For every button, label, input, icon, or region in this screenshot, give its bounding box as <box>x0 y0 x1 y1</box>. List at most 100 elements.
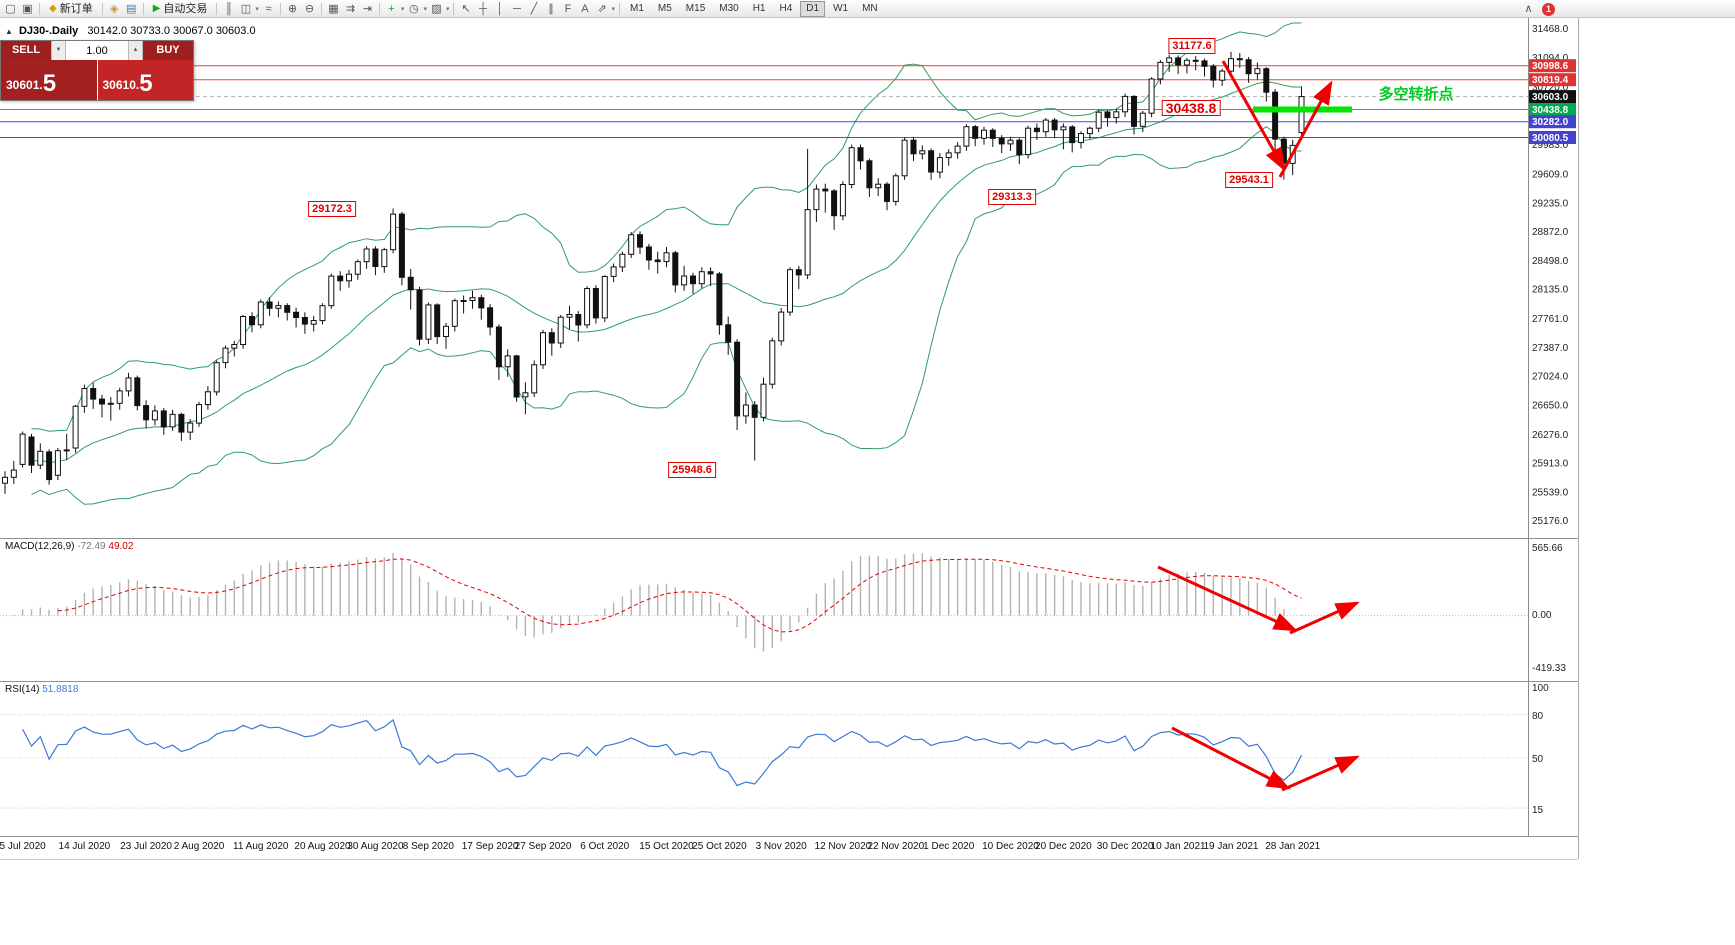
price-box <box>1529 103 1576 116</box>
date-label: 8 Sep 2020 <box>402 841 454 852</box>
chart-window-icon[interactable]: ▣ <box>22 2 33 15</box>
chart-window-border <box>1578 17 1579 859</box>
toolbar-separator <box>216 2 218 15</box>
candlestick-chart-icon[interactable]: ◫ <box>240 2 252 15</box>
bar-chart-icon[interactable]: ║ <box>225 2 233 15</box>
timeframe-m5[interactable]: M5 <box>657 2 672 14</box>
date-label: 23 Jul 2020 <box>120 841 172 852</box>
timeframe-mn[interactable]: MN <box>862 2 878 14</box>
crosshair-icon[interactable]: ┼ <box>479 2 487 15</box>
price-tick-label: 31094.0 <box>1532 53 1569 64</box>
date-label: 15 Oct 2020 <box>639 841 694 852</box>
date-label: 27 Sep 2020 <box>514 841 572 852</box>
timeframe-h1[interactable]: H1 <box>752 2 766 14</box>
rsi-label: RSI(14) 51.8818 <box>5 684 78 695</box>
cursor-icon[interactable]: ↖ <box>461 2 471 15</box>
arrows-icon-caret[interactable]: ▾ <box>611 5 615 13</box>
toolbar-separator <box>279 2 281 15</box>
candlestick-chart-icon-caret[interactable]: ▾ <box>255 5 259 13</box>
price-tick-label: 26650.0 <box>1532 401 1569 412</box>
date-label: 10 Dec 2020 <box>982 841 1039 852</box>
volume-input[interactable] <box>66 41 128 60</box>
candles <box>2 51 1305 494</box>
timeframe-m15[interactable]: M15 <box>685 2 706 14</box>
toolbar-right-group: ∧ 1 <box>1520 1 1555 17</box>
new-order-label: 新订单 <box>59 2 93 15</box>
date-axis[interactable]: 5 Jul 2020 14 Jul 2020 23 Jul 2020 2 Aug 20… <box>0 836 1578 860</box>
trendline-icon[interactable]: ╱ <box>530 2 538 15</box>
trend-arrow[interactable] <box>1278 80 1333 178</box>
collapse-toolbar-icon[interactable]: ∧ <box>1524 3 1533 15</box>
price-box <box>1529 115 1576 129</box>
buy-price-button[interactable]: 30610. 5 <box>97 60 193 100</box>
auto-scroll-icon[interactable]: ⇉ <box>345 2 356 15</box>
templates-icon[interactable]: ▨ <box>431 2 442 15</box>
trend-arrow[interactable] <box>1281 755 1360 792</box>
autotrading-button[interactable]: ▶ 自动交易 <box>147 1 214 17</box>
trend-arrow[interactable] <box>1171 726 1291 790</box>
zoom-in-icon[interactable]: ⊕ <box>287 2 298 15</box>
chart-shift-icon[interactable]: ⇥ <box>362 2 373 15</box>
timeframe-w1[interactable]: W1 <box>833 2 849 14</box>
bollinger-lower-band[interactable] <box>31 126 1302 505</box>
macd-panel[interactable] <box>0 538 1578 681</box>
fibonacci-icon[interactable]: F <box>564 2 572 15</box>
toolbar-separator <box>618 2 620 15</box>
main-chart[interactable]: 31468.031094.030720.030346.029983.029609… <box>0 17 1578 538</box>
periods-icon[interactable]: ◷ <box>409 2 419 15</box>
date-label: 30 Aug 2020 <box>347 841 404 852</box>
timeframe-m1[interactable]: M1 <box>629 2 644 14</box>
vertical-line-icon[interactable]: │ <box>496 2 504 15</box>
price-box <box>1529 73 1576 87</box>
macd-label: MACD(12,26,9) -72.49 49.02 <box>5 541 133 552</box>
zoom-out-icon[interactable]: ⊖ <box>304 2 315 15</box>
timeframe-h4[interactable]: H4 <box>779 2 793 14</box>
timeframe-m30[interactable]: M30 <box>719 2 739 14</box>
line-chart-icon[interactable]: ≈ <box>265 2 272 15</box>
rsi-panel[interactable] <box>0 681 1578 836</box>
svg-text:30998.6: 30998.6 <box>1532 61 1569 72</box>
symbol-period-label: DJ30-.Daily <box>18 25 79 37</box>
price-box <box>1529 59 1576 73</box>
date-label: 12 Nov 2020 <box>814 841 872 852</box>
indicators-icon-caret[interactable]: ▾ <box>400 5 405 13</box>
date-label: 14 Jul 2020 <box>58 841 111 852</box>
date-label: 30 Dec 2020 <box>1096 841 1154 852</box>
price-box <box>1529 90 1576 104</box>
price-tick-label: 28498.0 <box>1532 256 1569 267</box>
bollinger-upper-band[interactable] <box>31 22 1302 432</box>
tile-windows-icon[interactable]: ▦ <box>328 2 339 15</box>
volume-decrease-button[interactable]: ▼ <box>51 41 66 60</box>
toolbar-separator <box>320 2 322 15</box>
periods-icon-caret[interactable]: ▾ <box>423 5 427 13</box>
date-label: 28 Jan 2021 <box>1265 841 1321 852</box>
bollinger-middle-band[interactable] <box>31 81 1302 464</box>
timeframe-d1[interactable]: D1 <box>800 0 826 17</box>
trend-arrow[interactable] <box>1289 601 1360 635</box>
notification-badge[interactable]: 1 <box>1542 2 1555 16</box>
svg-text:30282.0: 30282.0 <box>1532 117 1569 128</box>
indicators-icon[interactable]: + <box>388 2 395 15</box>
text-icon[interactable]: A <box>581 2 589 15</box>
sell-button[interactable]: SELL <box>1 41 51 60</box>
new-order-button[interactable]: ◆ 新订单 <box>43 1 99 17</box>
templates-icon-caret[interactable]: ▾ <box>445 5 450 13</box>
price-tick-label: 25913.0 <box>1532 458 1569 469</box>
collapse-one-click-icon[interactable]: ▲ <box>5 27 13 36</box>
price-tick-label: 29609.0 <box>1532 169 1569 180</box>
date-label: 19 Jan 2021 <box>1203 841 1259 852</box>
channel-icon[interactable]: ∥ <box>548 2 554 15</box>
buy-button[interactable]: BUY <box>143 41 193 60</box>
new-window-icon[interactable]: ▢ <box>5 2 16 15</box>
date-label: 2 Aug 2020 <box>173 841 225 852</box>
volume-increase-button[interactable]: ▲ <box>128 41 143 60</box>
sell-price-button[interactable]: 30601. 5 <box>1 60 98 100</box>
market-watch-icon[interactable]: ◈ <box>109 2 119 15</box>
trend-arrow[interactable] <box>1221 60 1286 172</box>
buy-price-big: 5 <box>139 70 153 97</box>
horizontal-line-icon[interactable]: ─ <box>513 2 521 15</box>
price-tick-label: 27387.0 <box>1532 343 1569 354</box>
data-window-icon[interactable]: ▤ <box>126 2 137 15</box>
arrows-icon[interactable]: ⇗ <box>597 2 607 15</box>
trend-arrow[interactable] <box>1157 565 1298 632</box>
